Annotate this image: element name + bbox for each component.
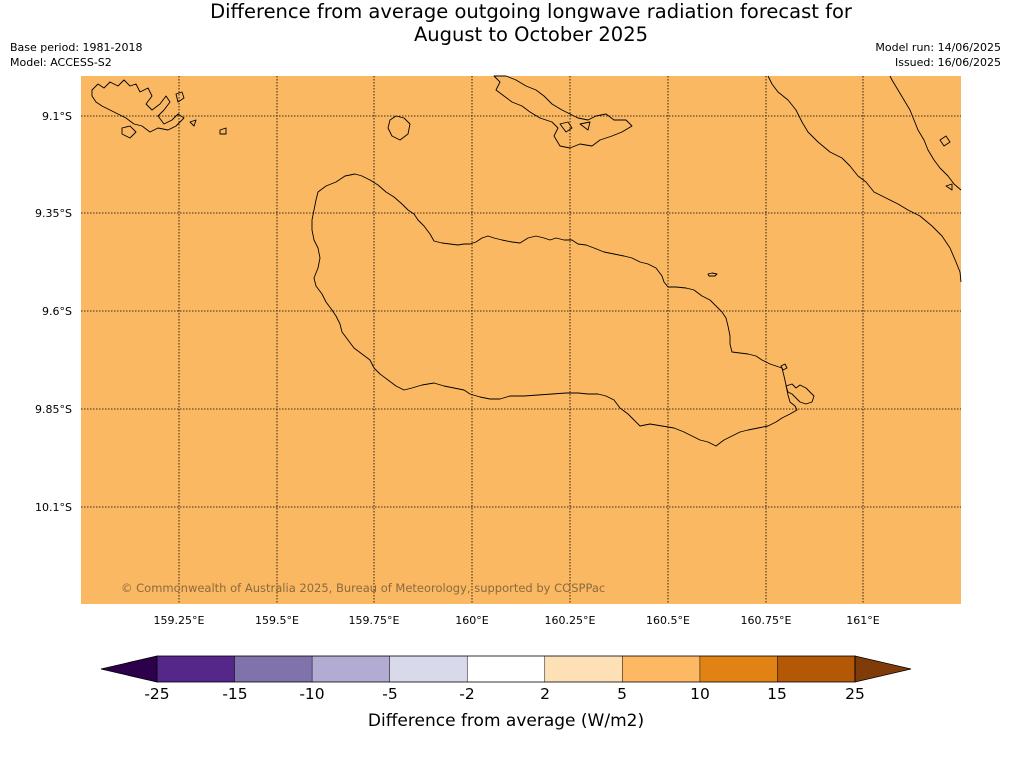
lon-label-1: 159.25°E: [154, 614, 205, 627]
colorbar-segment: [544, 656, 623, 682]
issued-date: Issued: 16/06/2025: [894, 56, 1001, 69]
colorbar-tick-6: 2: [540, 685, 550, 703]
colorbar-tick-2: -15: [222, 685, 247, 703]
colorbar-tick-5: -2: [459, 685, 474, 703]
lat-label-4: 9.85°S: [35, 403, 72, 416]
model-run: Model run: 14/06/2025: [875, 41, 1001, 54]
coastline-malaita: [767, 75, 962, 283]
coastline-savo: [387, 115, 411, 141]
colorbar-tick-1: -25: [144, 685, 169, 703]
model-name: Model: ACCESS-S2: [10, 56, 112, 69]
colorbar-tick-3: -10: [299, 685, 324, 703]
lon-label-6: 160.5°E: [646, 614, 690, 627]
colorbar-tick-4: -5: [382, 685, 397, 703]
lat-label-5: 10.1°S: [35, 501, 72, 514]
coastline-islet-2: [780, 363, 788, 371]
colorbar-segment: [622, 656, 701, 682]
colorbar-tick-9: 15: [767, 685, 787, 703]
title-line-1: Difference from average outgoing longwav…: [210, 0, 852, 23]
coastline-russell-islet-d: [219, 127, 227, 135]
coastline-florida-islet-a: [559, 121, 573, 133]
colorbar-segment: [777, 656, 856, 682]
coastline-russell-islet-b: [175, 91, 185, 103]
lon-label-4: 160°E: [455, 614, 488, 627]
colorbar-under-triangle: [100, 655, 158, 683]
colorbar-segment: [467, 656, 546, 682]
coastline-russell-islet-a: [121, 125, 137, 139]
lat-label-1: 9.1°S: [42, 110, 72, 123]
coastline-islet: [707, 272, 718, 277]
colorbar-tick-10: 25: [845, 685, 865, 703]
lat-label-2: 9.35°S: [35, 207, 72, 220]
lon-labels: 159.25°E 159.5°E 159.75°E 160°E 160.25°E…: [154, 614, 880, 627]
lon-label-8: 161°E: [846, 614, 879, 627]
base-period: Base period: 1981-2018: [10, 41, 143, 54]
lon-label-2: 159.5°E: [255, 614, 299, 627]
map-area: [81, 76, 961, 604]
copyright-notice: © Commonwealth of Australia 2025, Bureau…: [121, 581, 605, 595]
colorbar: -25 -15 -10 -5 -2 2 5 10 15 25 Differenc…: [100, 655, 912, 731]
meta-right: Model run: 14/06/2025 Issued: 16/06/2025: [875, 40, 1001, 70]
coastline-malaita-islet-b: [945, 183, 953, 191]
gridlines: [81, 76, 961, 604]
lon-label-3: 159.75°E: [349, 614, 400, 627]
colorbar-segments: [157, 656, 856, 682]
colorbar-segment: [699, 656, 778, 682]
colorbar-outline: [156, 655, 856, 683]
lat-label-3: 9.6°S: [42, 305, 72, 318]
title-line-2: August to October 2025: [413, 23, 649, 46]
colorbar-segment: [234, 656, 313, 682]
coastline-florida-islet-b: [579, 121, 591, 131]
lat-labels: 9.1°S 9.35°S 9.6°S 9.85°S 10.1°S: [35, 110, 72, 514]
coastline-russell-islands: [91, 79, 185, 133]
colorbar-tick-7: 5: [617, 685, 627, 703]
colorbar-segment: [389, 656, 468, 682]
lon-label-7: 160.75°E: [741, 614, 792, 627]
coastline-russell-islet-c: [189, 119, 197, 127]
colorbar-tick-8: 10: [690, 685, 710, 703]
coastline-guadalcanal: [311, 173, 798, 447]
lon-label-5: 160.25°E: [545, 614, 596, 627]
colorbar-title: Difference from average (W/m2): [368, 711, 644, 731]
colorbar-ticks: -25 -15 -10 -5 -2 2 5 10 15 25: [144, 685, 865, 703]
coastline-marau-islets: [785, 383, 815, 405]
colorbar-segment: [157, 656, 235, 682]
coastlines: [91, 75, 962, 447]
coastline-florida-islands: [493, 75, 633, 149]
colorbar-over-triangle: [854, 655, 912, 683]
coastline-malaita-islet-a: [939, 135, 951, 147]
colorbar-segment: [312, 656, 390, 682]
chart-title: Difference from average outgoing longwav…: [0, 0, 1011, 46]
meta-left: Base period: 1981-2018 Model: ACCESS-S2: [10, 40, 142, 70]
